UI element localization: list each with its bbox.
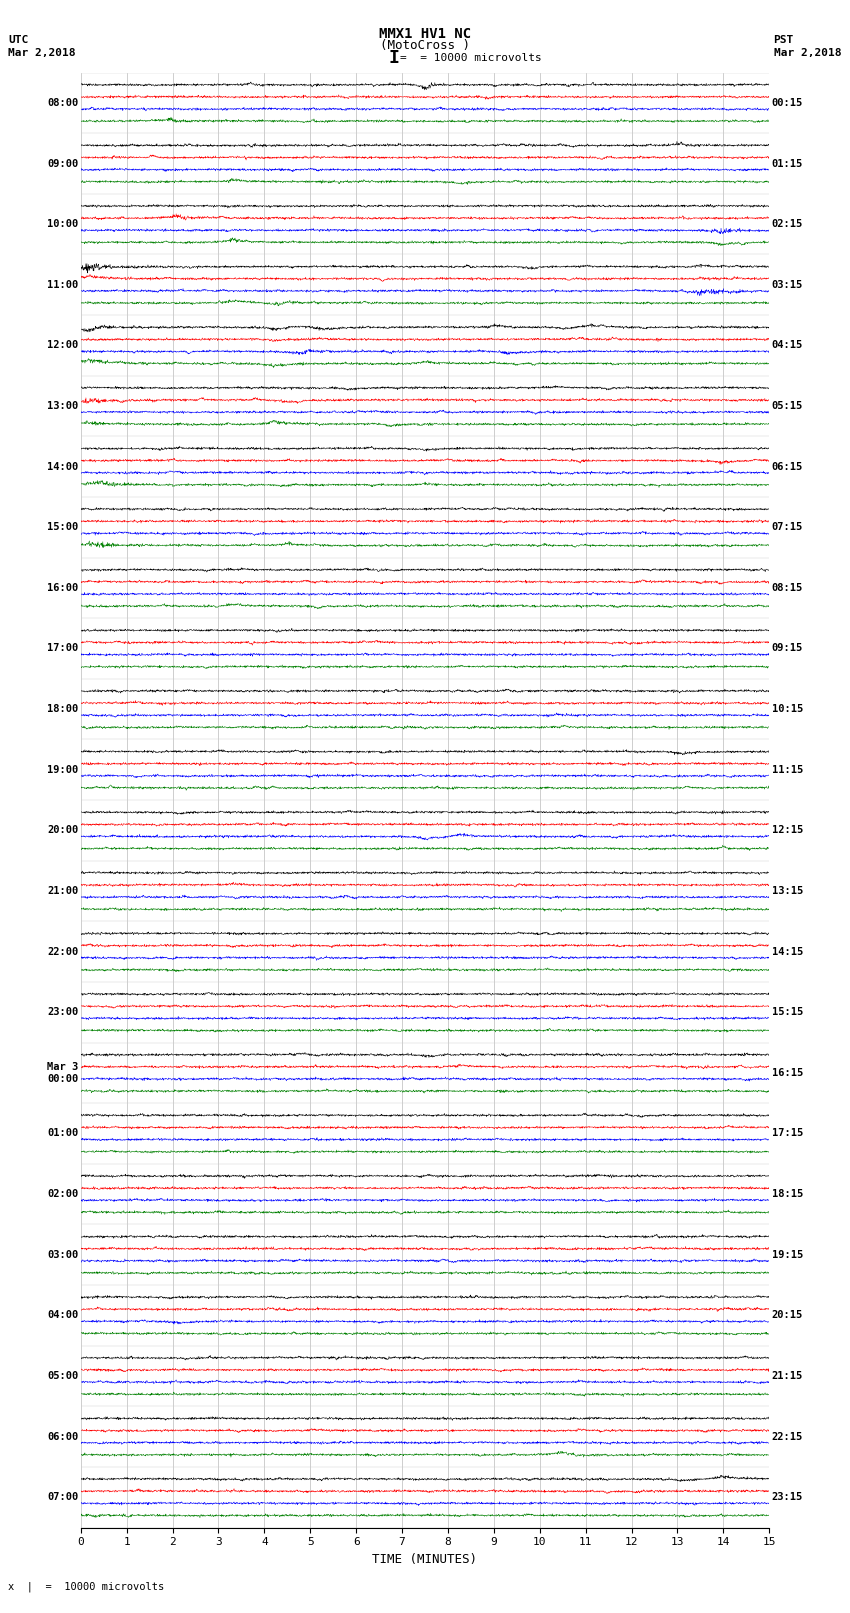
Text: 20:00: 20:00	[47, 826, 78, 836]
Text: 18:15: 18:15	[772, 1189, 803, 1198]
Text: MMX1 HV1 NC: MMX1 HV1 NC	[379, 27, 471, 40]
Text: 16:00: 16:00	[47, 582, 78, 594]
Text: 20:15: 20:15	[772, 1310, 803, 1321]
Text: 07:00: 07:00	[47, 1492, 78, 1502]
Text: 09:00: 09:00	[47, 158, 78, 168]
Text: 07:15: 07:15	[772, 523, 803, 532]
Text: UTC: UTC	[8, 35, 29, 45]
Text: Mar 3
00:00: Mar 3 00:00	[47, 1061, 78, 1084]
Text: 05:00: 05:00	[47, 1371, 78, 1381]
Text: 00:15: 00:15	[772, 98, 803, 108]
Text: 10:00: 10:00	[47, 219, 78, 229]
Text: 19:00: 19:00	[47, 765, 78, 774]
Text: =  = 10000 microvolts: = = 10000 microvolts	[400, 53, 541, 63]
Text: 02:15: 02:15	[772, 219, 803, 229]
Text: 13:15: 13:15	[772, 886, 803, 895]
Text: 01:15: 01:15	[772, 158, 803, 168]
Text: 03:15: 03:15	[772, 279, 803, 290]
Text: 21:15: 21:15	[772, 1371, 803, 1381]
Text: 23:00: 23:00	[47, 1007, 78, 1018]
Text: 04:00: 04:00	[47, 1310, 78, 1321]
Text: 02:00: 02:00	[47, 1189, 78, 1198]
Text: PST: PST	[774, 35, 794, 45]
Text: 14:15: 14:15	[772, 947, 803, 957]
Text: 18:00: 18:00	[47, 705, 78, 715]
Text: 06:00: 06:00	[47, 1432, 78, 1442]
Text: 17:00: 17:00	[47, 644, 78, 653]
Text: (MotoCross ): (MotoCross )	[380, 39, 470, 52]
Text: 11:00: 11:00	[47, 279, 78, 290]
Text: I: I	[388, 48, 399, 68]
Text: 10:15: 10:15	[772, 705, 803, 715]
Text: 12:15: 12:15	[772, 826, 803, 836]
Text: 12:00: 12:00	[47, 340, 78, 350]
Text: x  |  =  10000 microvolts: x | = 10000 microvolts	[8, 1582, 165, 1592]
Text: 23:15: 23:15	[772, 1492, 803, 1502]
Text: 03:00: 03:00	[47, 1250, 78, 1260]
Text: 04:15: 04:15	[772, 340, 803, 350]
Text: 11:15: 11:15	[772, 765, 803, 774]
Text: 08:00: 08:00	[47, 98, 78, 108]
Text: 22:15: 22:15	[772, 1432, 803, 1442]
Text: 06:15: 06:15	[772, 461, 803, 471]
Text: 16:15: 16:15	[772, 1068, 803, 1077]
Text: 13:00: 13:00	[47, 402, 78, 411]
Text: 22:00: 22:00	[47, 947, 78, 957]
Text: 19:15: 19:15	[772, 1250, 803, 1260]
Text: 14:00: 14:00	[47, 461, 78, 471]
Text: 01:00: 01:00	[47, 1129, 78, 1139]
Text: 15:15: 15:15	[772, 1007, 803, 1018]
Text: Mar 2,2018: Mar 2,2018	[8, 48, 76, 58]
Text: Mar 2,2018: Mar 2,2018	[774, 48, 841, 58]
Text: 05:15: 05:15	[772, 402, 803, 411]
X-axis label: TIME (MINUTES): TIME (MINUTES)	[372, 1553, 478, 1566]
Text: 17:15: 17:15	[772, 1129, 803, 1139]
Text: 21:00: 21:00	[47, 886, 78, 895]
Text: 09:15: 09:15	[772, 644, 803, 653]
Text: 15:00: 15:00	[47, 523, 78, 532]
Text: 08:15: 08:15	[772, 582, 803, 594]
